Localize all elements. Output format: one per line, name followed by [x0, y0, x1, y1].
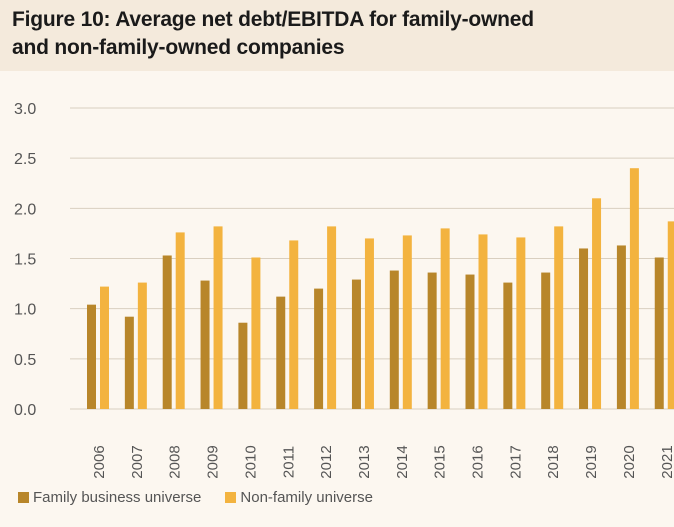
- bar-family: [87, 304, 96, 409]
- bar-non-family: [592, 198, 602, 409]
- bars: [87, 168, 674, 409]
- bar-non-family: [554, 226, 564, 409]
- x-tick-label: 2013: [356, 445, 373, 478]
- bar-non-family: [327, 226, 337, 409]
- bar-non-family: [289, 240, 299, 409]
- y-tick-label: 2.5: [14, 151, 36, 168]
- bar-family: [200, 280, 210, 409]
- y-tick-label: 1.5: [14, 252, 36, 269]
- bar-non-family: [100, 286, 109, 409]
- y-tick-label: 3.0: [14, 101, 36, 118]
- chart-title-line-2: and non-family-owned companies: [12, 36, 345, 59]
- bar-non-family: [251, 257, 261, 409]
- x-tick-label: 2011: [280, 446, 297, 478]
- legend-swatch-family: [18, 491, 29, 503]
- chart-title-block: Figure 10: Average net debt/EBITDA for f…: [0, 0, 674, 71]
- x-axis-ticks: 2006 2007 2008 2009 2010 2011 2012 2013 2014 2015…: [91, 445, 674, 478]
- legend-label-non-family: Non-family universe: [240, 488, 373, 506]
- x-tick-label: 2012: [318, 445, 335, 478]
- bar-non-family: [364, 238, 374, 409]
- x-tick-label: 2009: [205, 445, 222, 478]
- x-tick-label: 2020: [621, 445, 638, 478]
- bar-non-family: [440, 228, 450, 409]
- bar-family: [162, 255, 172, 409]
- x-tick-label: 2019: [583, 445, 600, 478]
- y-tick-label: 0.0: [14, 402, 36, 419]
- bar-family: [465, 274, 475, 409]
- bar-non-family: [213, 226, 223, 409]
- legend-swatch-non-family: [225, 491, 237, 503]
- x-tick-label: 2008: [167, 445, 184, 478]
- bar-family: [427, 272, 437, 409]
- bar-family: [654, 257, 664, 409]
- y-tick-label: 2.0: [14, 201, 36, 218]
- bar-family: [616, 245, 626, 409]
- chart-title-line-1: Figure 10: Average net debt/EBITDA for f…: [12, 8, 534, 31]
- x-tick-label: 2015: [432, 445, 449, 478]
- bar-non-family: [478, 234, 488, 409]
- legend: Family business universe Non-family univ…: [18, 487, 397, 507]
- bar-family: [579, 248, 589, 409]
- x-tick-label: 2018: [545, 445, 562, 478]
- x-tick-label: 2021: [659, 445, 674, 478]
- bar-non-family: [516, 237, 526, 409]
- legend-item-non-family: Non-family universe: [225, 489, 373, 506]
- y-tick-label: 0.5: [14, 352, 36, 369]
- legend-label-family: Family business universe: [33, 488, 202, 506]
- bar-family: [541, 272, 551, 409]
- x-tick-label: 2017: [507, 445, 524, 478]
- x-tick-label: 2007: [129, 445, 146, 478]
- bar-family: [276, 296, 286, 409]
- bar-family: [503, 282, 513, 409]
- y-axis-ticks: 0.0 0.5 1.0 1.5 2.0 2.5 3.0: [14, 101, 36, 419]
- bar-non-family: [137, 282, 147, 409]
- y-tick-label: 1.0: [14, 302, 36, 319]
- bar-non-family: [629, 168, 639, 409]
- bar-family: [389, 270, 399, 409]
- legend-item-family: Family business universe: [18, 489, 201, 506]
- x-tick-label: 2010: [242, 445, 259, 478]
- bar-family: [238, 322, 248, 409]
- x-tick-label: 2014: [394, 445, 411, 478]
- bar-non-family: [175, 232, 185, 409]
- bar-family: [351, 279, 361, 409]
- bar-family: [314, 288, 324, 409]
- bar-family: [124, 316, 134, 409]
- bar-non-family: [667, 221, 674, 409]
- x-tick-label: 2006: [91, 445, 108, 478]
- x-tick-label: 2016: [470, 445, 487, 478]
- bar-non-family: [402, 235, 412, 409]
